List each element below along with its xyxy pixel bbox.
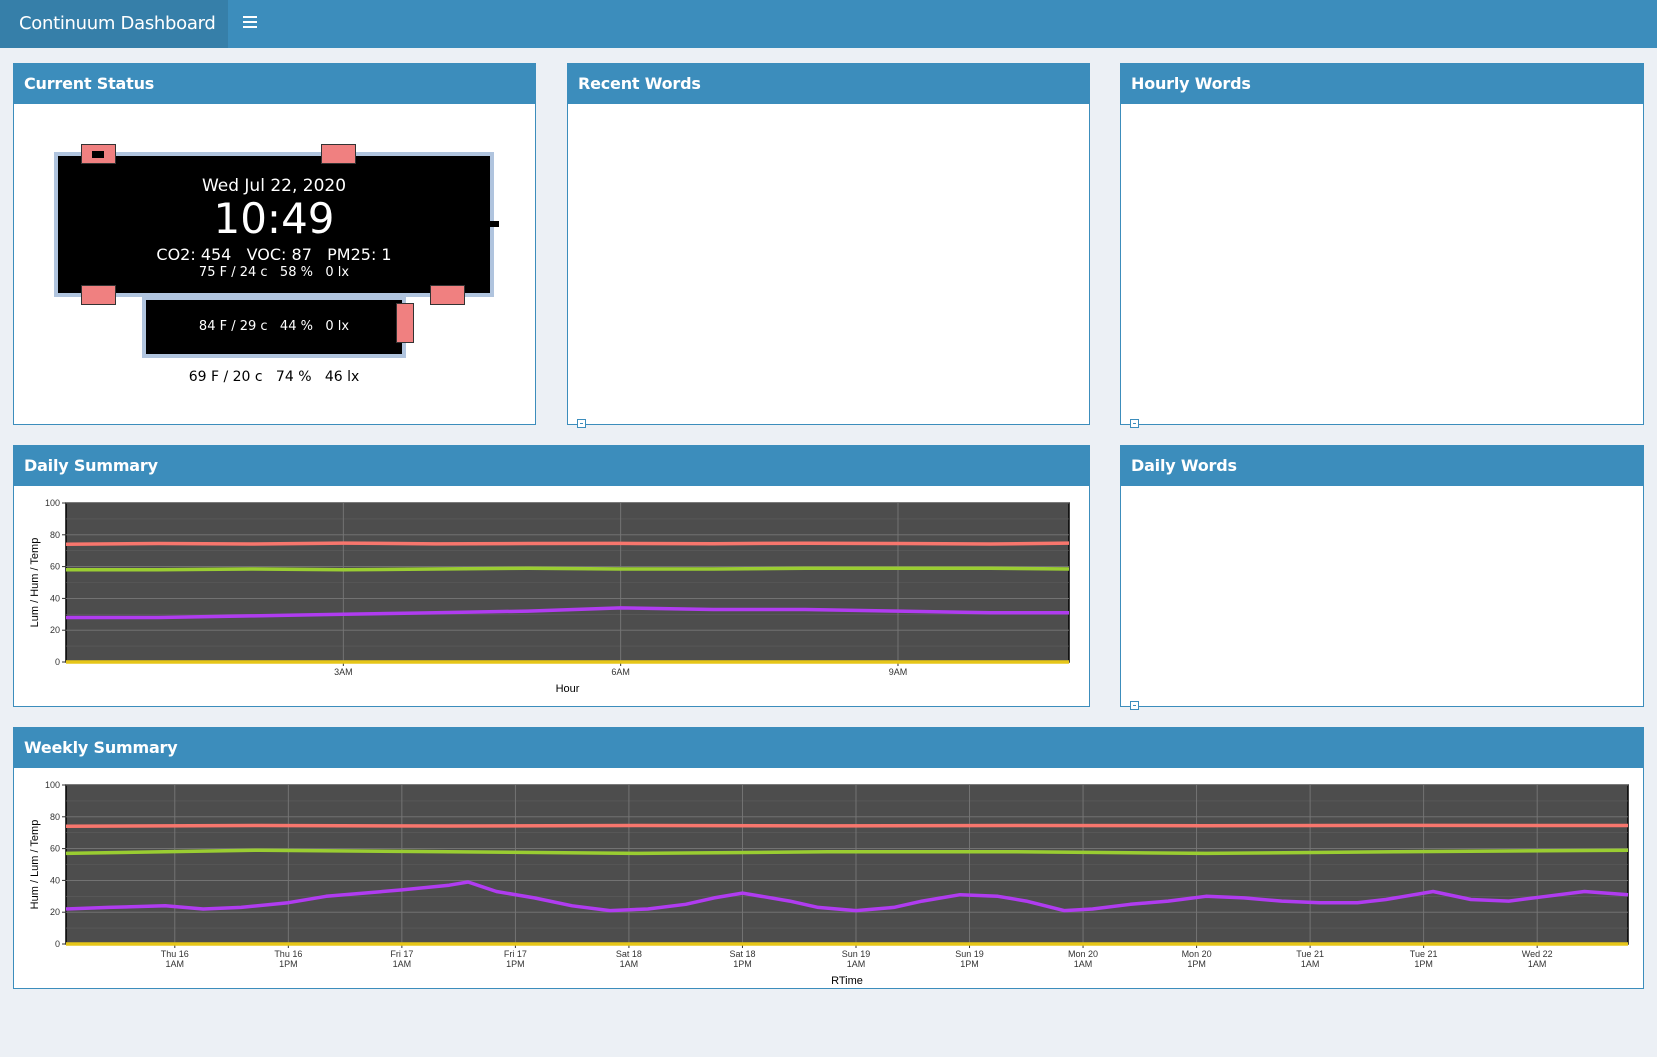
- x-tick-label: 1AM: [166, 959, 185, 969]
- x-tick-label: Mon 20: [1068, 949, 1098, 959]
- x-tick-label: Fri 17: [390, 949, 413, 959]
- current-status-title: Current Status: [14, 64, 535, 104]
- y-tick-label: 20: [50, 625, 60, 635]
- x-tick-label: 1AM: [393, 959, 412, 969]
- series-line-1: [66, 566, 1070, 572]
- status-date: Wed Jul 22, 2020: [201, 176, 347, 196]
- x-tick-label: 1PM: [733, 959, 752, 969]
- main-device-display: Wed Jul 22, 2020 10:49 CO2: 454 VOC: 87 …: [54, 152, 494, 297]
- recent-words-box: Recent Words: [567, 63, 1090, 428]
- daily-summary-chart: 0 20 40 60 80 100 3AM 6AM 9AM Hour Lum / Hum / Tem…: [29, 498, 1070, 695]
- x-tick-label: 1AM: [1528, 959, 1547, 969]
- daily-words-box: Daily Words: [1120, 445, 1644, 710]
- status-main-env: 75 F / 24 c 58 % 0 lx: [198, 265, 350, 280]
- y-tick-label: 0: [55, 657, 60, 667]
- app-title[interactable]: Continuum Dashboard: [0, 0, 228, 48]
- y-tick-label: 40: [50, 875, 60, 885]
- x-tick-label: 1PM: [1414, 959, 1433, 969]
- sensor-pad-top-center: [321, 144, 356, 164]
- status-time: 10:49: [213, 194, 335, 243]
- x-axis-label: RTime: [831, 975, 863, 987]
- x-tick-label: 1AM: [1074, 959, 1093, 969]
- x-tick-label: 1PM: [279, 959, 298, 969]
- y-tick-label: 80: [50, 812, 60, 822]
- recent-words-body: [568, 104, 1089, 424]
- series-line-0: [65, 541, 1070, 547]
- y-tick-label: 60: [50, 562, 60, 572]
- daily-words-title: Daily Words: [1121, 446, 1643, 486]
- hourly-words-resize-handle[interactable]: [1130, 419, 1139, 428]
- top-navbar: Continuum Dashboard: [0, 0, 1657, 48]
- series-line-2: [65, 880, 1629, 913]
- status-air-quality: CO2: 454 VOC: 87 PM25: 1: [156, 245, 392, 264]
- sidebar-toggle-hamburger-icon[interactable]: [243, 16, 257, 30]
- status-outer-env: 69 F / 20 c 74 % 46 lx: [188, 369, 360, 385]
- series-line-2: [66, 606, 1069, 620]
- x-tick-label: 1PM: [1187, 959, 1206, 969]
- weekly-summary-body: 0 20 40 60 80 100 Thu 16 1AM Thu 16 1PM Fri 17 1AM F…: [14, 768, 1643, 988]
- hourly-words-body: [1121, 104, 1643, 424]
- x-tick-label: 1AM: [847, 959, 866, 969]
- y-axis-label: Lum / Hum / Temp: [29, 538, 41, 628]
- x-tick-label: 3AM: [334, 667, 353, 677]
- recent-words-title: Recent Words: [568, 64, 1089, 104]
- x-tick-label: Thu 16: [161, 949, 189, 959]
- sensor-pad-top-left: [81, 144, 116, 164]
- x-tick-label: Sat 18: [729, 949, 755, 959]
- recent-words-resize-handle[interactable]: [577, 419, 586, 428]
- weekly-summary-box: Weekly Summary 0 20 40 60 80 100 Thu 16 1AM Thu …: [13, 727, 1644, 989]
- weekly-summary-title: Weekly Summary: [14, 728, 1643, 768]
- x-tick-label: Mon 20: [1182, 949, 1212, 959]
- daily-summary-title: Daily Summary: [14, 446, 1089, 486]
- sensor-pad-bottom-left: [81, 285, 116, 305]
- x-axis-label: Hour: [556, 683, 580, 695]
- x-tick-label: 6AM: [611, 667, 630, 677]
- x-tick-label: 1PM: [506, 959, 525, 969]
- y-tick-label: 80: [50, 530, 60, 540]
- series-line-0: [65, 823, 1629, 829]
- y-tick-label: 0: [55, 939, 60, 949]
- hourly-words-box: Hourly Words: [1120, 63, 1644, 428]
- x-tick-label: Tue 21: [1296, 949, 1324, 959]
- current-status-body: Wed Jul 22, 2020 10:49 CO2: 454 VOC: 87 …: [14, 104, 535, 424]
- x-tick-label: Thu 16: [274, 949, 302, 959]
- x-tick-label: 1AM: [620, 959, 639, 969]
- x-tick-label: Fri 17: [504, 949, 527, 959]
- sensor-pad-bottom-right: [430, 285, 465, 305]
- daily-words-resize-handle[interactable]: [1130, 701, 1139, 710]
- x-tick-label: Sun 19: [955, 949, 984, 959]
- series-line-1: [65, 848, 1629, 856]
- status-sub-env: 84 F / 29 c 44 % 0 lx: [198, 319, 350, 334]
- hourly-words-title: Hourly Words: [1121, 64, 1643, 104]
- x-tick-label: 1PM: [960, 959, 979, 969]
- y-tick-label: 20: [50, 907, 60, 917]
- y-tick-label: 100: [45, 780, 60, 790]
- sensor-pad-sub-right: [396, 303, 414, 343]
- x-tick-label: Tue 21: [1410, 949, 1438, 959]
- x-tick-label: 1AM: [1301, 959, 1320, 969]
- current-status-box: Current Status Wed Jul 22, 2020 10:49 CO…: [13, 63, 536, 425]
- x-tick-label: Wed 22: [1522, 949, 1553, 959]
- x-tick-label: 9AM: [889, 667, 908, 677]
- daily-words-body: [1121, 486, 1643, 706]
- y-tick-label: 60: [50, 844, 60, 854]
- y-axis-label: Hum / Lum / Temp: [29, 820, 41, 910]
- x-tick-label: Sun 19: [842, 949, 871, 959]
- daily-summary-body: 0 20 40 60 80 100 3AM 6AM 9AM Hour Lum / Hum / Tem…: [14, 486, 1089, 706]
- x-tick-label: Sat 18: [616, 949, 642, 959]
- sub-device-display: 84 F / 29 c 44 % 0 lx: [142, 296, 406, 358]
- y-tick-label: 40: [50, 593, 60, 603]
- daily-summary-box: Daily Summary 0 20 40 60 80 100 3AM 6AM 9AM Hour L…: [13, 445, 1090, 707]
- sensor-port-right: [490, 221, 499, 227]
- y-tick-label: 100: [45, 498, 60, 508]
